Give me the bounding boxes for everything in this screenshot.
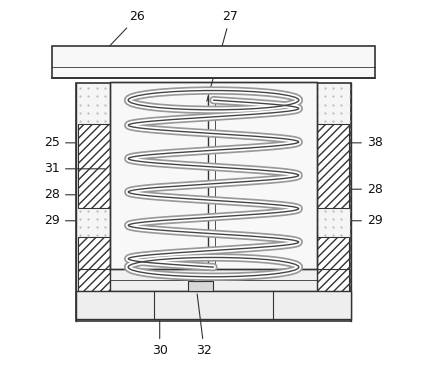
Text: 28: 28 bbox=[351, 183, 382, 196]
Text: 29: 29 bbox=[44, 214, 75, 227]
Bar bbox=[317, 124, 348, 208]
Bar bbox=[78, 237, 109, 271]
Text: 29: 29 bbox=[351, 214, 382, 227]
Text: 26: 26 bbox=[104, 10, 145, 52]
Text: 28: 28 bbox=[44, 188, 75, 201]
Bar bbox=[109, 269, 317, 291]
Text: 25: 25 bbox=[44, 136, 75, 150]
Text: 30: 30 bbox=[151, 320, 167, 357]
Text: 27: 27 bbox=[206, 10, 238, 101]
Bar bbox=[52, 46, 374, 78]
Bar bbox=[78, 269, 109, 291]
Bar bbox=[192, 274, 203, 281]
Bar bbox=[187, 281, 213, 291]
Bar bbox=[76, 83, 350, 321]
Bar bbox=[76, 291, 350, 319]
Bar bbox=[109, 82, 317, 271]
Text: 31: 31 bbox=[44, 162, 105, 175]
Bar bbox=[317, 269, 348, 291]
Text: 32: 32 bbox=[196, 294, 212, 357]
Bar bbox=[78, 124, 109, 208]
Text: 38: 38 bbox=[351, 136, 382, 150]
Bar bbox=[317, 237, 348, 271]
